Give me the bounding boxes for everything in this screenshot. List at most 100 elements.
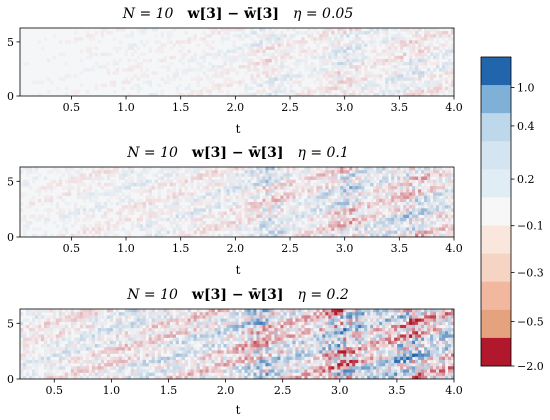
- heatmap-cell: [262, 173, 266, 177]
- heatmap-cell: [58, 179, 63, 184]
- heatmap-cell: [79, 318, 84, 323]
- heatmap-cell: [415, 89, 419, 94]
- heatmap-cell: [211, 347, 215, 351]
- heatmap-cell: [217, 182, 221, 187]
- heatmap-cell: [136, 318, 141, 323]
- heatmap-cell: [343, 230, 347, 235]
- heatmap-cell: [181, 375, 185, 379]
- heatmap-cell: [184, 167, 188, 171]
- heatmap-cell: [25, 350, 30, 354]
- x-tick-label: 4.0: [445, 101, 463, 114]
- heatmap-cell: [367, 86, 371, 91]
- heatmap-cell: [193, 89, 197, 94]
- heatmap-cell: [232, 192, 236, 196]
- heatmap-cell: [238, 195, 242, 200]
- heatmap-cell: [304, 176, 308, 181]
- heatmap-cell: [421, 55, 425, 60]
- heatmap-cell: [364, 179, 368, 184]
- heatmap-cell: [298, 71, 302, 75]
- heatmap-cell: [88, 344, 93, 348]
- heatmap-cell: [70, 359, 75, 364]
- heatmap-cell: [445, 173, 449, 177]
- heatmap-cell: [313, 230, 317, 235]
- heatmap-cell: [118, 195, 123, 200]
- heatmap-cell: [286, 52, 290, 57]
- heatmap-cell: [292, 49, 296, 54]
- heatmap-cell: [148, 359, 152, 364]
- heatmap-cell: [151, 331, 155, 335]
- heatmap-cell: [76, 359, 81, 364]
- heatmap-cell: [82, 205, 87, 209]
- heatmap-cell: [418, 198, 422, 203]
- heatmap-cell: [331, 71, 335, 75]
- heatmap-cell: [244, 83, 248, 88]
- heatmap-cell: [70, 89, 75, 94]
- heatmap-cell: [100, 186, 105, 190]
- heatmap-cell: [151, 337, 155, 342]
- heatmap-cell: [106, 331, 111, 335]
- heatmap-cell: [190, 350, 194, 354]
- heatmap-cell: [292, 92, 296, 96]
- heatmap-cell: [124, 217, 129, 222]
- heatmap-cell: [148, 344, 152, 348]
- heatmap-cell: [28, 337, 33, 342]
- heatmap-cell: [205, 347, 209, 351]
- heatmap-cell: [421, 167, 425, 171]
- heatmap-cell: [412, 52, 416, 57]
- heatmap-cell: [379, 198, 383, 203]
- heatmap-cell: [439, 74, 443, 78]
- heatmap-cell: [217, 52, 221, 57]
- heatmap-cell: [286, 65, 290, 69]
- heatmap-cell: [355, 28, 359, 32]
- heatmap-cell: [28, 205, 33, 209]
- heatmap-cell: [412, 170, 416, 174]
- heatmap-cell: [379, 211, 383, 216]
- heatmap-cell: [160, 208, 164, 212]
- heatmap-cell: [415, 230, 419, 235]
- title-n: N = 10: [126, 145, 178, 161]
- heatmap-cell: [157, 233, 161, 237]
- heatmap-cell: [358, 227, 362, 231]
- heatmap-cell: [160, 176, 164, 181]
- heatmap-cell: [397, 62, 401, 66]
- heatmap-cell: [118, 40, 123, 44]
- heatmap-cell: [163, 205, 167, 209]
- heatmap-cell: [148, 337, 152, 342]
- heatmap-cell: [391, 92, 395, 96]
- heatmap-cell: [208, 353, 212, 358]
- heatmap-cell: [190, 324, 194, 329]
- heatmap-cell: [262, 37, 266, 41]
- heatmap-cell: [238, 233, 242, 237]
- heatmap-cell: [196, 375, 200, 379]
- heatmap-cell: [376, 34, 380, 38]
- heatmap-cell: [202, 202, 206, 206]
- heatmap-cell: [220, 49, 224, 54]
- heatmap-cell: [169, 205, 173, 209]
- heatmap-cell: [154, 49, 158, 54]
- heatmap-cell: [214, 52, 218, 57]
- heatmap-cell: [298, 186, 302, 190]
- heatmap-cell: [400, 170, 404, 174]
- heatmap-cell: [181, 369, 185, 373]
- heatmap-cell: [103, 214, 108, 219]
- heatmap-cell: [265, 192, 269, 196]
- heatmap-cell: [403, 68, 407, 72]
- heatmap-cell: [232, 186, 236, 190]
- heatmap-cell: [148, 312, 152, 316]
- heatmap-cell: [22, 318, 27, 323]
- heatmap-cell: [124, 359, 129, 364]
- heatmap-cell: [325, 208, 329, 212]
- heatmap-cell: [358, 205, 362, 209]
- heatmap-cell: [436, 195, 440, 200]
- heatmap-cell: [259, 83, 263, 88]
- heatmap-cell: [340, 65, 344, 69]
- heatmap-cell: [424, 227, 428, 231]
- heatmap-cell: [211, 65, 215, 69]
- heatmap-cell: [355, 52, 359, 57]
- heatmap-cell: [370, 40, 374, 44]
- heatmap-cell: [241, 217, 245, 222]
- heatmap-cell: [20, 369, 24, 373]
- heatmap-cell: [136, 315, 141, 319]
- heatmap-cell: [109, 366, 114, 370]
- heatmap-cell: [223, 195, 227, 200]
